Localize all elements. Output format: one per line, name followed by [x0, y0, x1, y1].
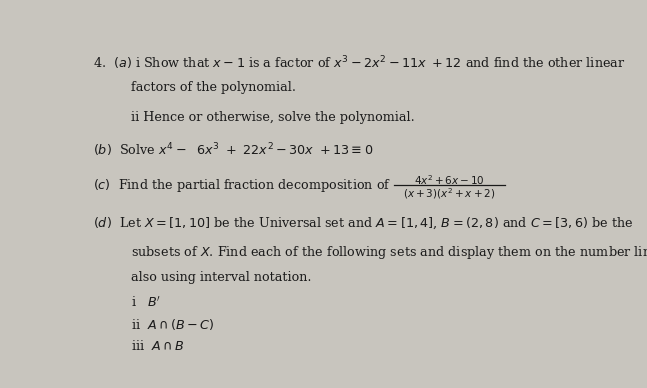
- Text: 4.  $(a)$ i Show that $x - 1$ is a factor of $x^3 - 2x^2 - 11x\ +12$ and find th: 4. $(a)$ i Show that $x - 1$ is a factor…: [93, 54, 626, 72]
- Text: ii Hence or otherwise, solve the polynomial.: ii Hence or otherwise, solve the polynom…: [131, 111, 415, 124]
- Text: i   $B'$: i $B'$: [131, 295, 161, 310]
- Text: $(c)$  Find the partial fraction decomposition of: $(c)$ Find the partial fraction decompos…: [93, 177, 391, 194]
- Text: $(x +3)(x^2 +x +2)$: $(x +3)(x^2 +x +2)$: [403, 186, 496, 201]
- Text: $(d)$  Let $X = [1,10]$ be the Universal set and $A = [1,4]$, $B = (2,8)$ and $C: $(d)$ Let $X = [1,10]$ be the Universal …: [93, 215, 634, 231]
- Text: ii  $A \cap (B - C)$: ii $A \cap (B - C)$: [131, 317, 214, 332]
- Text: iii  $A \cap B$: iii $A \cap B$: [131, 339, 184, 353]
- Text: subsets of $X$. Find each of the following sets and display them on the number l: subsets of $X$. Find each of the followi…: [131, 244, 647, 262]
- Text: factors of the polynomial.: factors of the polynomial.: [131, 81, 296, 94]
- Text: $4x^2 +6x -10$: $4x^2 +6x -10$: [414, 173, 485, 187]
- Text: $(b)$  Solve $x^4 -\ \ 6x^3\ +\ 22x^2 - 30x\ +13 \equiv 0$: $(b)$ Solve $x^4 -\ \ 6x^3\ +\ 22x^2 - 3…: [93, 142, 374, 159]
- Text: also using interval notation.: also using interval notation.: [131, 271, 311, 284]
